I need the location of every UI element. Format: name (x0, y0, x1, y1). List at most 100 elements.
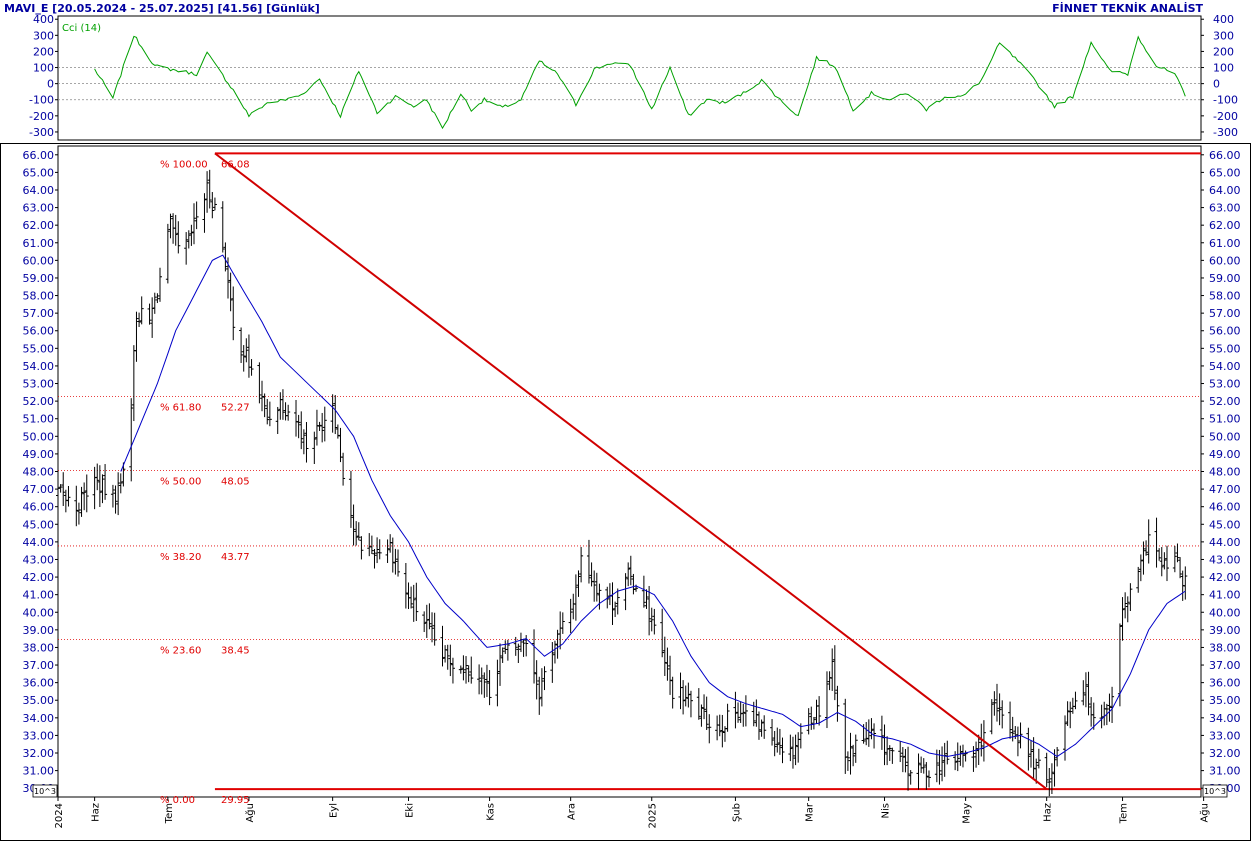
price-bar (58, 484, 63, 493)
price-bar (479, 667, 484, 695)
price-bar (997, 693, 1002, 726)
scale-note-box (1202, 784, 1228, 798)
price-bar (615, 588, 620, 615)
price-y-tick-label: 43.00 (1209, 553, 1241, 566)
price-bar (424, 604, 429, 638)
price-bar (1141, 541, 1146, 575)
price-bar (814, 699, 819, 724)
price-bar (756, 711, 761, 740)
price-bar (260, 380, 265, 412)
price-bar (312, 431, 317, 465)
price-bar (372, 548, 377, 569)
price-y-tick-label: 62.00 (23, 219, 55, 232)
x-tick-label: Eyl (329, 803, 340, 818)
price-y-tick-label: 56.00 (23, 325, 55, 338)
price-bar (589, 562, 594, 587)
price-y-tick-label: 40.00 (23, 606, 55, 619)
price-bar (780, 737, 785, 764)
outer-border (0, 143, 1251, 841)
price-bar (97, 465, 102, 508)
price-bar (681, 680, 686, 715)
price-bar (537, 676, 542, 715)
scale-note-label: 10^3 (34, 787, 56, 796)
price-bar (1102, 701, 1107, 726)
cci-series (94, 35, 1186, 130)
price-bar (482, 672, 487, 698)
x-axis: 2024 Haz Tem Ağu Eyl Eki Kas Ara 2025 Şub Mar Nis Ma… (54, 797, 1211, 828)
scale-note-label: 10^3 (1204, 787, 1226, 796)
price-bar (155, 293, 160, 304)
price-y-tick-label: 32.00 (23, 747, 55, 760)
price-bar (607, 583, 612, 606)
price-y-tick-label: 59.00 (1209, 272, 1241, 285)
trendline-segment (214, 152, 1048, 790)
price-bar (937, 749, 942, 785)
price-bar (806, 708, 811, 735)
price-bar (542, 666, 547, 691)
price-bar (427, 603, 432, 630)
price-bar (184, 232, 189, 265)
x-tick-label: 2024 (54, 803, 65, 828)
price-bar (79, 486, 84, 517)
x-tick-label: Mar (805, 802, 816, 822)
price-bar (278, 392, 283, 420)
price-bar (688, 690, 693, 718)
price-bar (641, 575, 646, 608)
scale-note-box (32, 784, 58, 798)
price-y-tick-label: 40.00 (1209, 606, 1241, 619)
price-bar (1162, 552, 1167, 570)
price-bar (958, 745, 963, 766)
price-bar (500, 647, 505, 663)
price-bar (314, 409, 319, 446)
price-bar (1065, 701, 1070, 726)
cci-y-axis-left: 400 300 200 100 0 -100 -200 -300 (29, 13, 58, 139)
price-bar (186, 230, 191, 249)
x-tick-label: Tem (164, 803, 175, 824)
price-bar (84, 474, 89, 513)
price-bar (495, 659, 500, 707)
price-bar (921, 758, 926, 774)
price-y-axis-right: 30.0031.0032.0033.0034.0035.0036.0037.00… (1201, 149, 1241, 795)
price-bar (926, 770, 931, 788)
price-bar (464, 656, 469, 684)
price-bar (66, 485, 71, 507)
price-bar (628, 555, 633, 586)
price-bar (173, 214, 178, 246)
price-bar (369, 535, 374, 555)
price-bar (396, 549, 401, 577)
price-bar (631, 573, 636, 595)
price-y-tick-label: 46.00 (1209, 501, 1241, 514)
fib-percent-label: % 100.00 (160, 159, 208, 170)
price-bar (103, 464, 108, 500)
price-y-tick-label: 57.00 (1209, 307, 1241, 320)
fib-percent-label: % 61.80 (160, 402, 201, 413)
price-bar (976, 734, 981, 765)
price-bar (513, 636, 518, 656)
x-tick-label: Eki (404, 803, 415, 818)
price-bar (134, 311, 139, 362)
price-y-tick-label: 51.00 (1209, 413, 1241, 426)
price-bar (670, 676, 675, 709)
price-bar (430, 612, 435, 643)
price-bar (354, 521, 359, 546)
price-bar (1047, 768, 1052, 797)
price-y-tick-label: 33.00 (23, 729, 55, 742)
price-bar (207, 169, 212, 209)
price-bar (989, 699, 994, 735)
price-bar (532, 629, 537, 684)
price-bar (1164, 545, 1169, 582)
scale-notes: 10^3 10^3 (32, 784, 1228, 798)
price-bar (521, 638, 526, 657)
price-bar (304, 422, 309, 463)
cci-y-tick-label: -300 (29, 126, 54, 139)
x-tick-label: Tem (1119, 803, 1130, 824)
price-y-tick-label: 57.00 (23, 307, 55, 320)
price-y-tick-label: 64.00 (23, 184, 55, 197)
price-bar (605, 586, 610, 609)
price-bar (280, 389, 285, 420)
price-bar (246, 334, 251, 378)
price-bar (189, 224, 194, 246)
price-y-tick-label: 63.00 (1209, 202, 1241, 215)
price-bar (461, 655, 466, 681)
